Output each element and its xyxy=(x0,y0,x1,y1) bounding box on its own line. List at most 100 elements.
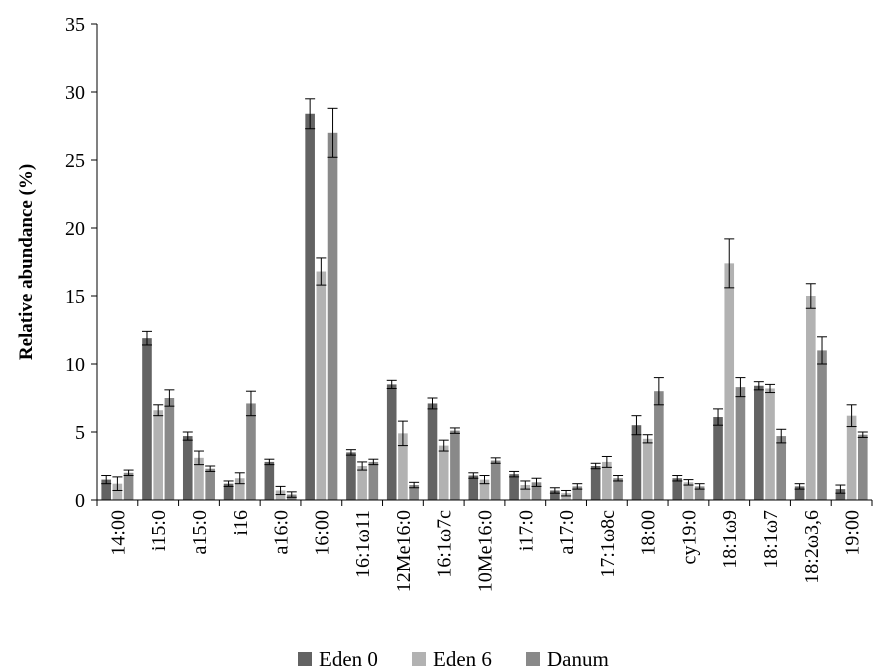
bar-danum xyxy=(327,132,338,501)
y-tick-label: 35 xyxy=(65,14,85,36)
legend-label: Eden 0 xyxy=(319,647,378,671)
error-bar xyxy=(141,330,152,346)
bar-eden-6 xyxy=(234,478,245,500)
x-tick-label: cy19:0 xyxy=(678,510,700,564)
bar-danum xyxy=(654,391,664,500)
legend-label: Danum xyxy=(547,647,609,671)
bar-eden-6 xyxy=(316,271,327,500)
error-bar xyxy=(724,238,735,289)
bar-eden-0 xyxy=(386,384,397,500)
error-bar xyxy=(631,415,642,436)
bar-danum xyxy=(123,472,134,500)
error-bar xyxy=(613,475,624,482)
bar-danum xyxy=(572,486,583,500)
bar-eden-6 xyxy=(642,438,653,500)
x-tick-label: a15:0 xyxy=(189,510,211,554)
bar-eden-0 xyxy=(264,461,275,500)
error-bar xyxy=(357,461,368,471)
bar-eden-6 xyxy=(806,296,816,500)
x-axis-ticks: 14:00 i15:0 a15:0 i16 a16:0 16:00 16:1ω11 12Me1… xyxy=(96,500,873,592)
error-bar xyxy=(672,475,683,482)
legend-label: Eden 6 xyxy=(433,647,492,671)
bar-eden-0 xyxy=(509,474,519,500)
x-tick-label: 18:1ω9 xyxy=(719,510,741,569)
y-tick-label: 20 xyxy=(65,218,85,240)
bar-danum xyxy=(776,436,787,500)
x-tick-label: 10Me16:0 xyxy=(475,510,497,592)
bar-eden-6 xyxy=(275,490,286,500)
error-bar xyxy=(479,475,490,485)
error-bar xyxy=(572,483,583,490)
legend-swatch xyxy=(298,652,312,666)
error-bar xyxy=(438,439,449,452)
error-bar xyxy=(193,450,204,466)
x-tick-label: i15:0 xyxy=(148,510,170,551)
error-bar xyxy=(549,487,560,494)
bar-eden-0 xyxy=(794,486,805,500)
bar-eden-0 xyxy=(590,466,601,500)
bar-eden-6 xyxy=(153,410,163,500)
x-tick-label: i16 xyxy=(230,510,252,536)
error-bar xyxy=(776,428,787,444)
error-bar xyxy=(316,257,327,286)
y-tick-label: 5 xyxy=(75,422,85,444)
error-bar xyxy=(112,476,123,491)
bar-danum xyxy=(205,468,215,500)
y-axis-label: Relative abundance (%) xyxy=(16,164,37,360)
bar-eden-0 xyxy=(142,338,152,500)
error-bar xyxy=(590,462,601,470)
bar-danum xyxy=(368,461,379,500)
error-bar xyxy=(490,457,501,464)
error-bar xyxy=(245,390,256,417)
x-tick-label: i17:0 xyxy=(515,510,537,551)
error-bar xyxy=(857,431,868,438)
bar-danum xyxy=(735,387,746,500)
bar-danum xyxy=(490,460,501,500)
x-tick-label: 16:1ω7c xyxy=(434,510,456,578)
error-bar xyxy=(223,480,234,487)
error-bar xyxy=(327,107,338,158)
error-bar xyxy=(531,477,542,487)
legend-swatch xyxy=(412,652,426,666)
bar-eden-0 xyxy=(427,403,438,500)
error-bar xyxy=(468,472,479,479)
error-bar xyxy=(264,458,275,466)
error-bar xyxy=(794,483,805,490)
bar-eden-0 xyxy=(835,489,846,500)
error-bar xyxy=(846,404,857,428)
error-bar xyxy=(386,379,397,389)
error-bar xyxy=(449,427,460,434)
bar-danum xyxy=(450,430,460,500)
error-bar xyxy=(305,98,316,130)
error-bar xyxy=(345,449,356,456)
y-tick-label: 10 xyxy=(65,354,85,376)
error-bar xyxy=(753,381,764,391)
error-bar xyxy=(509,470,520,478)
bars-group xyxy=(101,113,868,501)
error-bar xyxy=(735,377,746,398)
error-bar xyxy=(101,475,112,485)
bar-eden-6 xyxy=(520,485,531,500)
bar-eden-6 xyxy=(438,445,449,500)
error-bar xyxy=(123,469,134,477)
error-bar xyxy=(653,377,664,406)
error-bar xyxy=(601,455,612,468)
x-tick-label: 19:00 xyxy=(842,510,864,556)
bar-eden-6 xyxy=(765,388,775,500)
error-bar xyxy=(694,483,705,490)
error-bar xyxy=(520,480,531,490)
x-tick-label: 12Me16:0 xyxy=(393,510,415,592)
error-bar xyxy=(561,489,572,497)
bar-eden-0 xyxy=(305,113,315,500)
x-tick-label: a17:0 xyxy=(556,510,578,554)
x-tick-label: 14:00 xyxy=(107,510,129,556)
x-tick-label: 18:00 xyxy=(638,510,660,556)
error-bar xyxy=(683,479,694,486)
error-bar xyxy=(153,404,164,417)
bar-eden-6 xyxy=(724,263,735,500)
bar-eden-6 xyxy=(602,461,612,500)
legend-swatch xyxy=(526,652,540,666)
x-tick-label: 16:00 xyxy=(311,510,333,556)
error-bar xyxy=(182,431,193,441)
x-tick-label: 17:1ω8c xyxy=(597,510,619,578)
